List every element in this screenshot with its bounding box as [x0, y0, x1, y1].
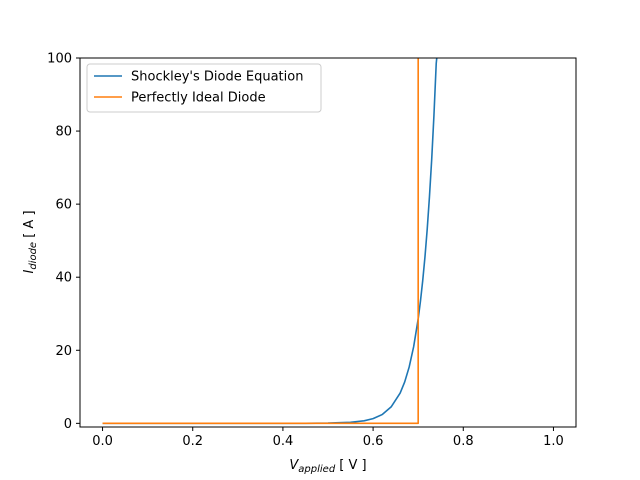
y-tick-label: 0 — [64, 417, 72, 432]
legend-label: Perfectly Ideal Diode — [131, 91, 266, 106]
series-line-1 — [102, 58, 438, 425]
y-tick-label: 80 — [55, 125, 72, 140]
x-tick-label: 1.0 — [543, 434, 564, 449]
y-axis-label: Idiode [ A ] — [22, 210, 39, 273]
y-axis-ticks: 0 20 40 60 80 100 — [47, 52, 80, 432]
y-tick-label: 60 — [55, 198, 72, 213]
y-tick-label: 40 — [55, 271, 72, 286]
x-tick-label: 0.0 — [92, 434, 113, 449]
y-tick-label: 20 — [55, 344, 72, 359]
x-axis-label-sub: applied — [298, 464, 336, 475]
series-lines — [102, 58, 438, 425]
legend-label: Shockley's Diode Equation — [131, 70, 303, 85]
legend: Shockley's Diode Equation Perfectly Ideal… — [86, 63, 322, 113]
series-line-2 — [102, 58, 419, 425]
x-tick-label: 0.6 — [363, 434, 384, 449]
plot-area — [80, 58, 576, 427]
x-axis-label-unit: [ V ] — [335, 458, 366, 473]
y-tick-label: 100 — [47, 52, 72, 67]
x-axis-label-main: V — [289, 458, 299, 473]
x-tick-label: 0.8 — [453, 434, 474, 449]
x-tick-label: 0.4 — [273, 434, 294, 449]
x-axis-ticks: 0.0 0.2 0.4 0.6 0.8 1.0 — [92, 427, 564, 449]
y-axis-label-unit: [ A ] — [22, 210, 37, 241]
axes-border — [79, 57, 577, 428]
legend-box — [86, 63, 322, 113]
plot-background — [80, 58, 576, 427]
y-axis-label-sub: diode — [28, 242, 39, 270]
axes-frame — [79, 57, 577, 428]
x-axis-label: Vapplied [ V ] — [289, 458, 366, 475]
y-axis-label-main: I — [22, 270, 37, 274]
x-tick-label: 0.2 — [182, 434, 203, 449]
